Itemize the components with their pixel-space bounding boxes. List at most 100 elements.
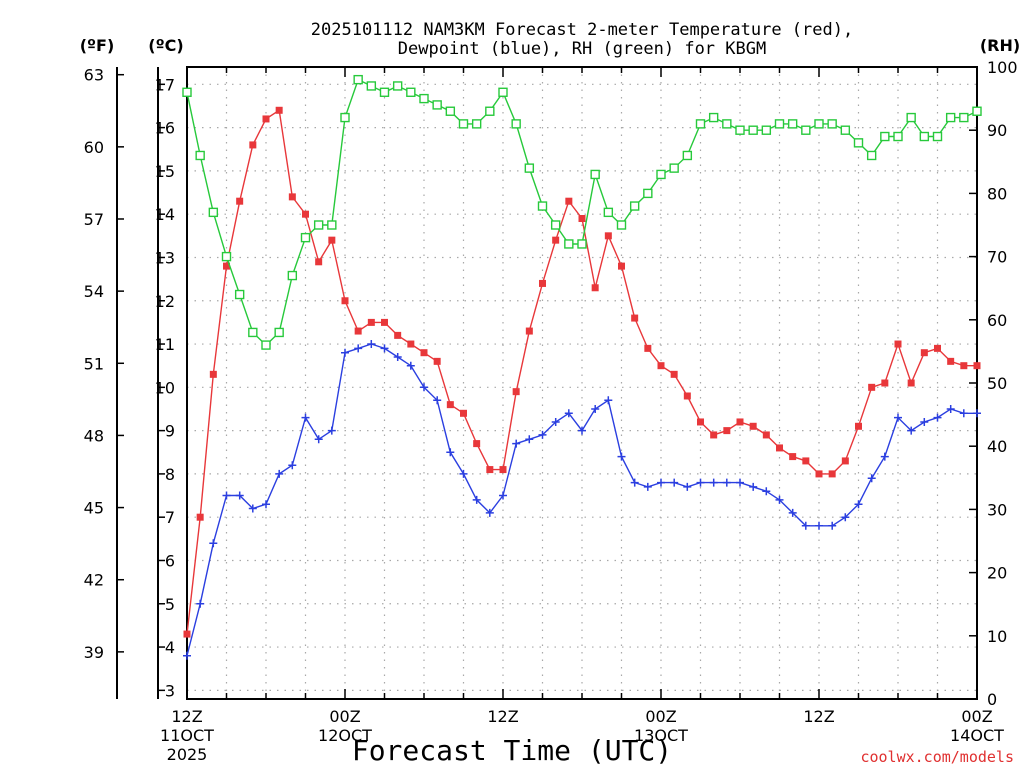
fahrenheit-tick-label: 60 bbox=[84, 138, 104, 157]
temperature-point bbox=[828, 470, 836, 478]
temperature-point bbox=[776, 444, 783, 452]
dewpoint-point bbox=[235, 491, 244, 500]
temperature-point bbox=[420, 349, 428, 357]
temperature-point bbox=[539, 279, 546, 287]
temperature-point bbox=[275, 106, 283, 114]
x-tick-label: 11OCT bbox=[160, 726, 214, 745]
fahrenheit-unit-label: (ºF) bbox=[80, 36, 115, 55]
rh-tick-label: 50 bbox=[987, 374, 1007, 393]
fahrenheit-tick-label: 45 bbox=[84, 499, 104, 518]
dewpoint-point bbox=[696, 478, 705, 487]
rh-point bbox=[853, 138, 864, 148]
axis-ticks: 3942454851545760633456789101112131415161… bbox=[84, 58, 1018, 764]
rh-point bbox=[761, 125, 772, 135]
temperature-point bbox=[841, 457, 849, 465]
data-series bbox=[182, 74, 982, 660]
rh-point bbox=[827, 119, 837, 129]
rh-point bbox=[866, 150, 877, 161]
temperature-point bbox=[209, 370, 217, 378]
temperature-point bbox=[223, 262, 230, 270]
dewpoint-point bbox=[433, 396, 442, 405]
rh-point bbox=[774, 119, 785, 129]
dewpoint-point bbox=[393, 353, 402, 361]
temperature-point bbox=[723, 427, 731, 435]
celsius-tick-label: 10 bbox=[155, 378, 175, 397]
dewpoint-point bbox=[617, 452, 626, 461]
dewpoint-point bbox=[446, 448, 455, 457]
fahrenheit-tick-label: 39 bbox=[84, 643, 104, 662]
dewpoint-point bbox=[643, 482, 652, 491]
dewpoint-point bbox=[670, 478, 679, 487]
temperature-point bbox=[460, 409, 467, 417]
dewpoint-point bbox=[657, 478, 665, 487]
celsius-tick-label: 4 bbox=[165, 638, 175, 657]
dewpoint-point bbox=[933, 413, 942, 422]
rh-point bbox=[669, 163, 679, 173]
celsius-unit-label: (ºC) bbox=[148, 36, 183, 55]
rh-point bbox=[406, 87, 416, 97]
rh-point bbox=[261, 340, 271, 350]
dewpoint-point bbox=[854, 500, 863, 509]
temperature-point bbox=[618, 262, 625, 270]
x-tick-label: 00Z bbox=[961, 707, 992, 726]
rh-point bbox=[471, 119, 482, 129]
dewpoint-point bbox=[828, 521, 837, 530]
rh-point bbox=[419, 93, 429, 104]
dewpoint-point bbox=[801, 521, 810, 530]
rh-tick-label: 20 bbox=[987, 564, 1007, 583]
temperature-point bbox=[881, 379, 889, 387]
x-tick-label: 12Z bbox=[803, 707, 834, 726]
temperature-point bbox=[512, 388, 520, 396]
rh-tick-label: 0 bbox=[987, 690, 997, 709]
rh-point bbox=[248, 327, 258, 338]
temperature-point bbox=[552, 236, 560, 244]
rh-point bbox=[379, 87, 390, 97]
rh-point bbox=[695, 119, 706, 129]
dewpoint-point bbox=[920, 418, 929, 426]
celsius-tick-label: 17 bbox=[155, 75, 175, 94]
temperature-point bbox=[973, 362, 981, 370]
rh-tick-label: 60 bbox=[987, 311, 1007, 330]
celsius-tick-label: 15 bbox=[155, 162, 175, 181]
x-tick-label: 14OCT bbox=[950, 726, 1004, 745]
temperature-point bbox=[907, 379, 915, 387]
rh-point bbox=[919, 131, 930, 142]
fahrenheit-tick-label: 42 bbox=[84, 571, 104, 590]
rh-point bbox=[840, 125, 851, 135]
dewpoint-point bbox=[973, 409, 981, 418]
temperature-point bbox=[789, 453, 797, 461]
dewpoint-point bbox=[485, 508, 494, 517]
rh-point bbox=[234, 289, 245, 300]
rh-point bbox=[682, 150, 693, 161]
dewpoint-point bbox=[459, 469, 468, 478]
temperature-point bbox=[762, 431, 770, 439]
dewpoint-point bbox=[880, 452, 889, 461]
rh-point bbox=[392, 81, 403, 91]
rh-point bbox=[880, 131, 890, 142]
x-tick-label: 12OCT bbox=[318, 726, 372, 745]
chart-title-line-2: Dewpoint (blue), RH (green) for KBGM bbox=[398, 39, 766, 59]
rh-point bbox=[287, 270, 298, 281]
dewpoint-point bbox=[288, 461, 297, 470]
dewpoint-point bbox=[959, 409, 968, 418]
temperature-point bbox=[328, 236, 336, 244]
rh-point bbox=[537, 201, 548, 211]
dewpoint-point bbox=[683, 482, 692, 491]
dewpoint-point bbox=[248, 504, 257, 513]
rh-point bbox=[353, 74, 363, 85]
temperature-point bbox=[894, 340, 902, 348]
rh-tick-label: 90 bbox=[987, 121, 1007, 140]
dewpoint-point bbox=[604, 396, 613, 405]
temperature-point bbox=[749, 422, 757, 430]
dewpoint-point bbox=[722, 478, 731, 487]
rh-tick-label: 100 bbox=[987, 58, 1018, 77]
celsius-tick-label: 5 bbox=[165, 595, 175, 614]
dewpoint-point bbox=[301, 413, 310, 422]
temperature-point bbox=[499, 466, 507, 474]
rh-unit-label: (RH) bbox=[980, 36, 1020, 55]
temperature-point bbox=[631, 314, 639, 322]
temperature-point bbox=[697, 418, 704, 426]
rh-tick-label: 10 bbox=[987, 627, 1007, 646]
temperature-point bbox=[249, 141, 257, 149]
